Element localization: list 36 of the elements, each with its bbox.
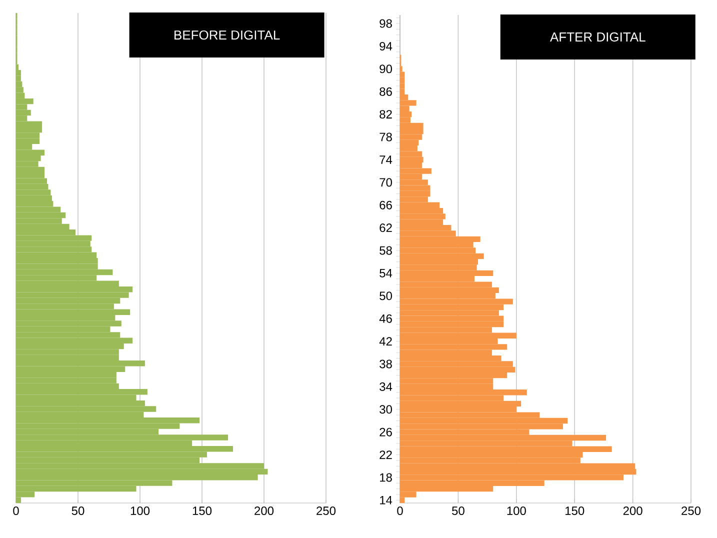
- text: AFTER DIGITAL: [550, 32, 646, 42]
- x-tick-label: 150: [566, 506, 584, 516]
- x-tick-label: 100: [507, 506, 526, 516]
- x-tick-label: 0: [13, 506, 19, 516]
- x-tick-label: 50: [72, 506, 84, 516]
- y-tick-label: 82: [380, 110, 392, 119]
- y-tick-label: 78: [380, 132, 392, 142]
- x-tick-label: 250: [316, 506, 336, 516]
- x-tick-label: 100: [130, 506, 150, 516]
- y-tick-label: 46: [379, 314, 392, 323]
- y-tick-label: 38: [380, 360, 392, 368]
- y-tick-label: 42: [379, 337, 392, 346]
- x-tick-label: 50: [452, 506, 464, 516]
- text: BEFORE DIGITAL: [174, 30, 280, 40]
- y-tick-label: 14: [380, 496, 392, 504]
- y-tick-label: 94: [380, 42, 392, 50]
- x-tick-label: 0: [397, 506, 403, 516]
- y-tick-label: 90: [380, 64, 392, 74]
- y-tick-label: 50: [380, 292, 392, 300]
- x-tick-label: 250: [682, 506, 701, 516]
- y-tick-label: 62: [380, 224, 392, 232]
- x-tick-label: 150: [192, 506, 212, 516]
- y-tick-label: 98: [380, 19, 392, 28]
- y-tick-label: 22: [380, 450, 392, 459]
- y-tick-label: 70: [380, 178, 392, 187]
- y-tick-label: 34: [380, 382, 392, 391]
- y-tick-label: 18: [380, 473, 392, 482]
- y-tick-label: 30: [380, 405, 392, 414]
- y-tick-label: 26: [380, 428, 392, 436]
- x-tick-label: 200: [623, 506, 642, 516]
- y-tick-label: 58: [380, 246, 392, 255]
- y-tick-label: 74: [380, 156, 392, 164]
- y-tick-label: 86: [380, 87, 392, 96]
- y-tick-label: 66: [380, 200, 392, 210]
- x-tick-label: 200: [254, 506, 274, 516]
- y-tick-label: 54: [380, 269, 392, 278]
